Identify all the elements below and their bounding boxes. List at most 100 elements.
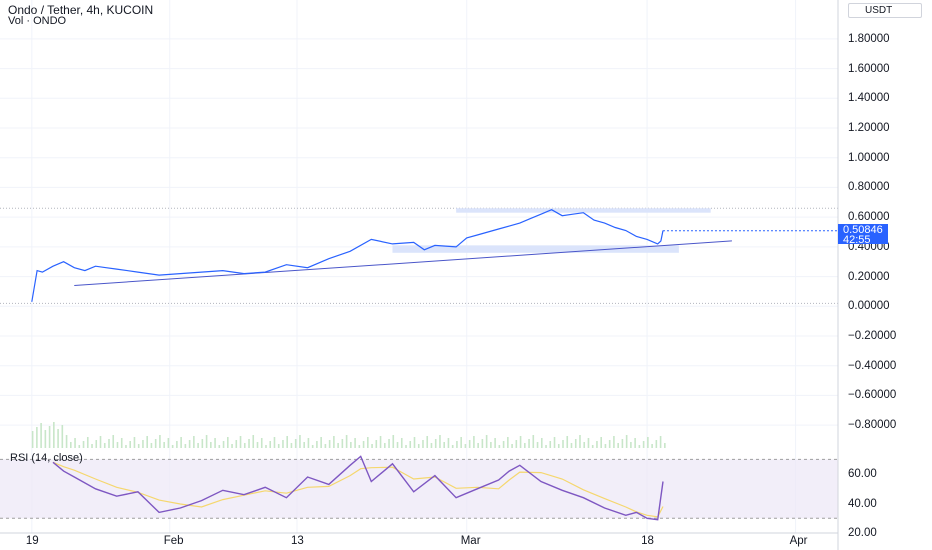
volume-bar bbox=[163, 442, 165, 448]
volume-bar bbox=[294, 439, 297, 448]
volume-bar bbox=[341, 439, 344, 448]
support-resistance-zone bbox=[456, 208, 711, 213]
volume-bar bbox=[362, 441, 365, 448]
volume-bar bbox=[70, 442, 72, 448]
price-tick-label: 0.60000 bbox=[848, 211, 890, 224]
volume-bar bbox=[303, 442, 305, 448]
volume-bar bbox=[108, 439, 110, 448]
volume-bar bbox=[409, 441, 412, 448]
volume-bar bbox=[591, 445, 594, 448]
volume-bar bbox=[562, 440, 564, 448]
volume-bar bbox=[613, 436, 615, 448]
volume-bar bbox=[142, 440, 144, 448]
currency-button[interactable]: USDT bbox=[848, 3, 922, 18]
volume-bar bbox=[604, 444, 607, 448]
volume-bar bbox=[490, 442, 492, 448]
last-price-badge: 0.50846 42:55 bbox=[838, 224, 888, 246]
volume-bar bbox=[625, 435, 628, 448]
volume-bar bbox=[256, 442, 259, 448]
volume-bar bbox=[430, 443, 433, 448]
volume-bar bbox=[91, 444, 93, 448]
volume-bar bbox=[129, 441, 132, 448]
volume-bar bbox=[600, 437, 602, 448]
price-tick-label: −0.80000 bbox=[848, 419, 897, 432]
volume-bar bbox=[494, 438, 496, 448]
volume-bar bbox=[392, 435, 395, 448]
volume-bar bbox=[214, 438, 216, 448]
volume-bar bbox=[511, 444, 513, 448]
volume-bar bbox=[659, 436, 662, 448]
volume-bar bbox=[502, 441, 505, 448]
last-price-value: 0.50846 bbox=[843, 224, 883, 236]
volume-bar bbox=[150, 443, 153, 448]
volume-bar bbox=[243, 443, 246, 448]
volume-bar bbox=[354, 438, 356, 448]
volume-bar bbox=[587, 438, 590, 448]
volume-bar bbox=[252, 435, 255, 448]
volume-bars bbox=[31, 422, 666, 448]
volume-bar bbox=[396, 442, 399, 448]
volume-bar bbox=[31, 431, 34, 448]
volume-bar bbox=[116, 442, 119, 448]
volume-bar bbox=[540, 438, 543, 448]
trendline bbox=[74, 240, 732, 286]
volume-bar bbox=[485, 435, 488, 448]
volume-bar bbox=[112, 435, 115, 448]
volume-bar bbox=[265, 445, 267, 448]
volume-bar bbox=[269, 441, 272, 448]
volume-bar bbox=[574, 439, 577, 448]
time-tick-label: 19 bbox=[25, 535, 39, 547]
time-tick-label: Mar bbox=[460, 535, 481, 547]
volume-bar bbox=[439, 435, 441, 448]
volume-legend[interactable]: Vol · ONDO bbox=[8, 15, 67, 27]
volume-bar bbox=[239, 436, 242, 448]
volume-bar bbox=[205, 435, 208, 448]
volume-bar bbox=[248, 439, 250, 448]
volume-bar bbox=[282, 440, 284, 448]
volume-bar bbox=[507, 437, 509, 448]
volume-bar bbox=[95, 440, 98, 448]
volume-bar bbox=[549, 441, 552, 448]
volume-bar bbox=[413, 437, 416, 448]
rsi-line bbox=[52, 455, 664, 521]
price-tick-label: 1.20000 bbox=[848, 122, 890, 134]
time-tick-label: Apr bbox=[789, 535, 808, 547]
volume-bar bbox=[218, 445, 221, 448]
volume-bar bbox=[460, 437, 462, 448]
volume-bar bbox=[405, 445, 407, 448]
volume-bar bbox=[154, 439, 157, 448]
rsi-tick-label: 20.00 bbox=[848, 527, 877, 539]
trendline-group[interactable] bbox=[74, 240, 732, 286]
volume-bar bbox=[40, 423, 42, 448]
volume-bar bbox=[426, 436, 429, 448]
bar-countdown: 42:55 bbox=[843, 234, 871, 246]
price-zones[interactable] bbox=[392, 208, 711, 253]
volume-bar bbox=[642, 441, 645, 448]
volume-bar bbox=[651, 444, 653, 448]
volume-bar bbox=[120, 438, 123, 448]
rsi-tick-label: 40.00 bbox=[848, 497, 877, 510]
rsi-legend[interactable]: RSI (14, close) bbox=[10, 452, 83, 464]
volume-bar bbox=[193, 436, 195, 448]
volume-bar bbox=[621, 439, 624, 448]
volume-bar bbox=[434, 439, 437, 448]
volume-bar bbox=[48, 426, 51, 448]
volume-bar bbox=[99, 436, 102, 448]
price-tick-label: 1.60000 bbox=[848, 62, 890, 75]
volume-bar bbox=[557, 444, 560, 448]
volume-bar bbox=[78, 445, 81, 448]
volume-bar bbox=[545, 445, 547, 448]
volume-bar bbox=[464, 444, 467, 448]
volume-bar bbox=[379, 436, 382, 448]
volume-bar bbox=[277, 444, 280, 448]
volume-bar bbox=[477, 443, 479, 448]
volume-bar bbox=[634, 438, 636, 448]
time-tick-label: 18 bbox=[641, 535, 654, 547]
volume-bar bbox=[227, 437, 229, 448]
volume-bar bbox=[664, 443, 666, 448]
volume-bar bbox=[159, 435, 161, 448]
volume-bar bbox=[53, 422, 55, 448]
symbol-legend[interactable]: Ondo / Tether, 4h, KUCOIN bbox=[8, 3, 154, 17]
volume-bar bbox=[608, 440, 611, 448]
